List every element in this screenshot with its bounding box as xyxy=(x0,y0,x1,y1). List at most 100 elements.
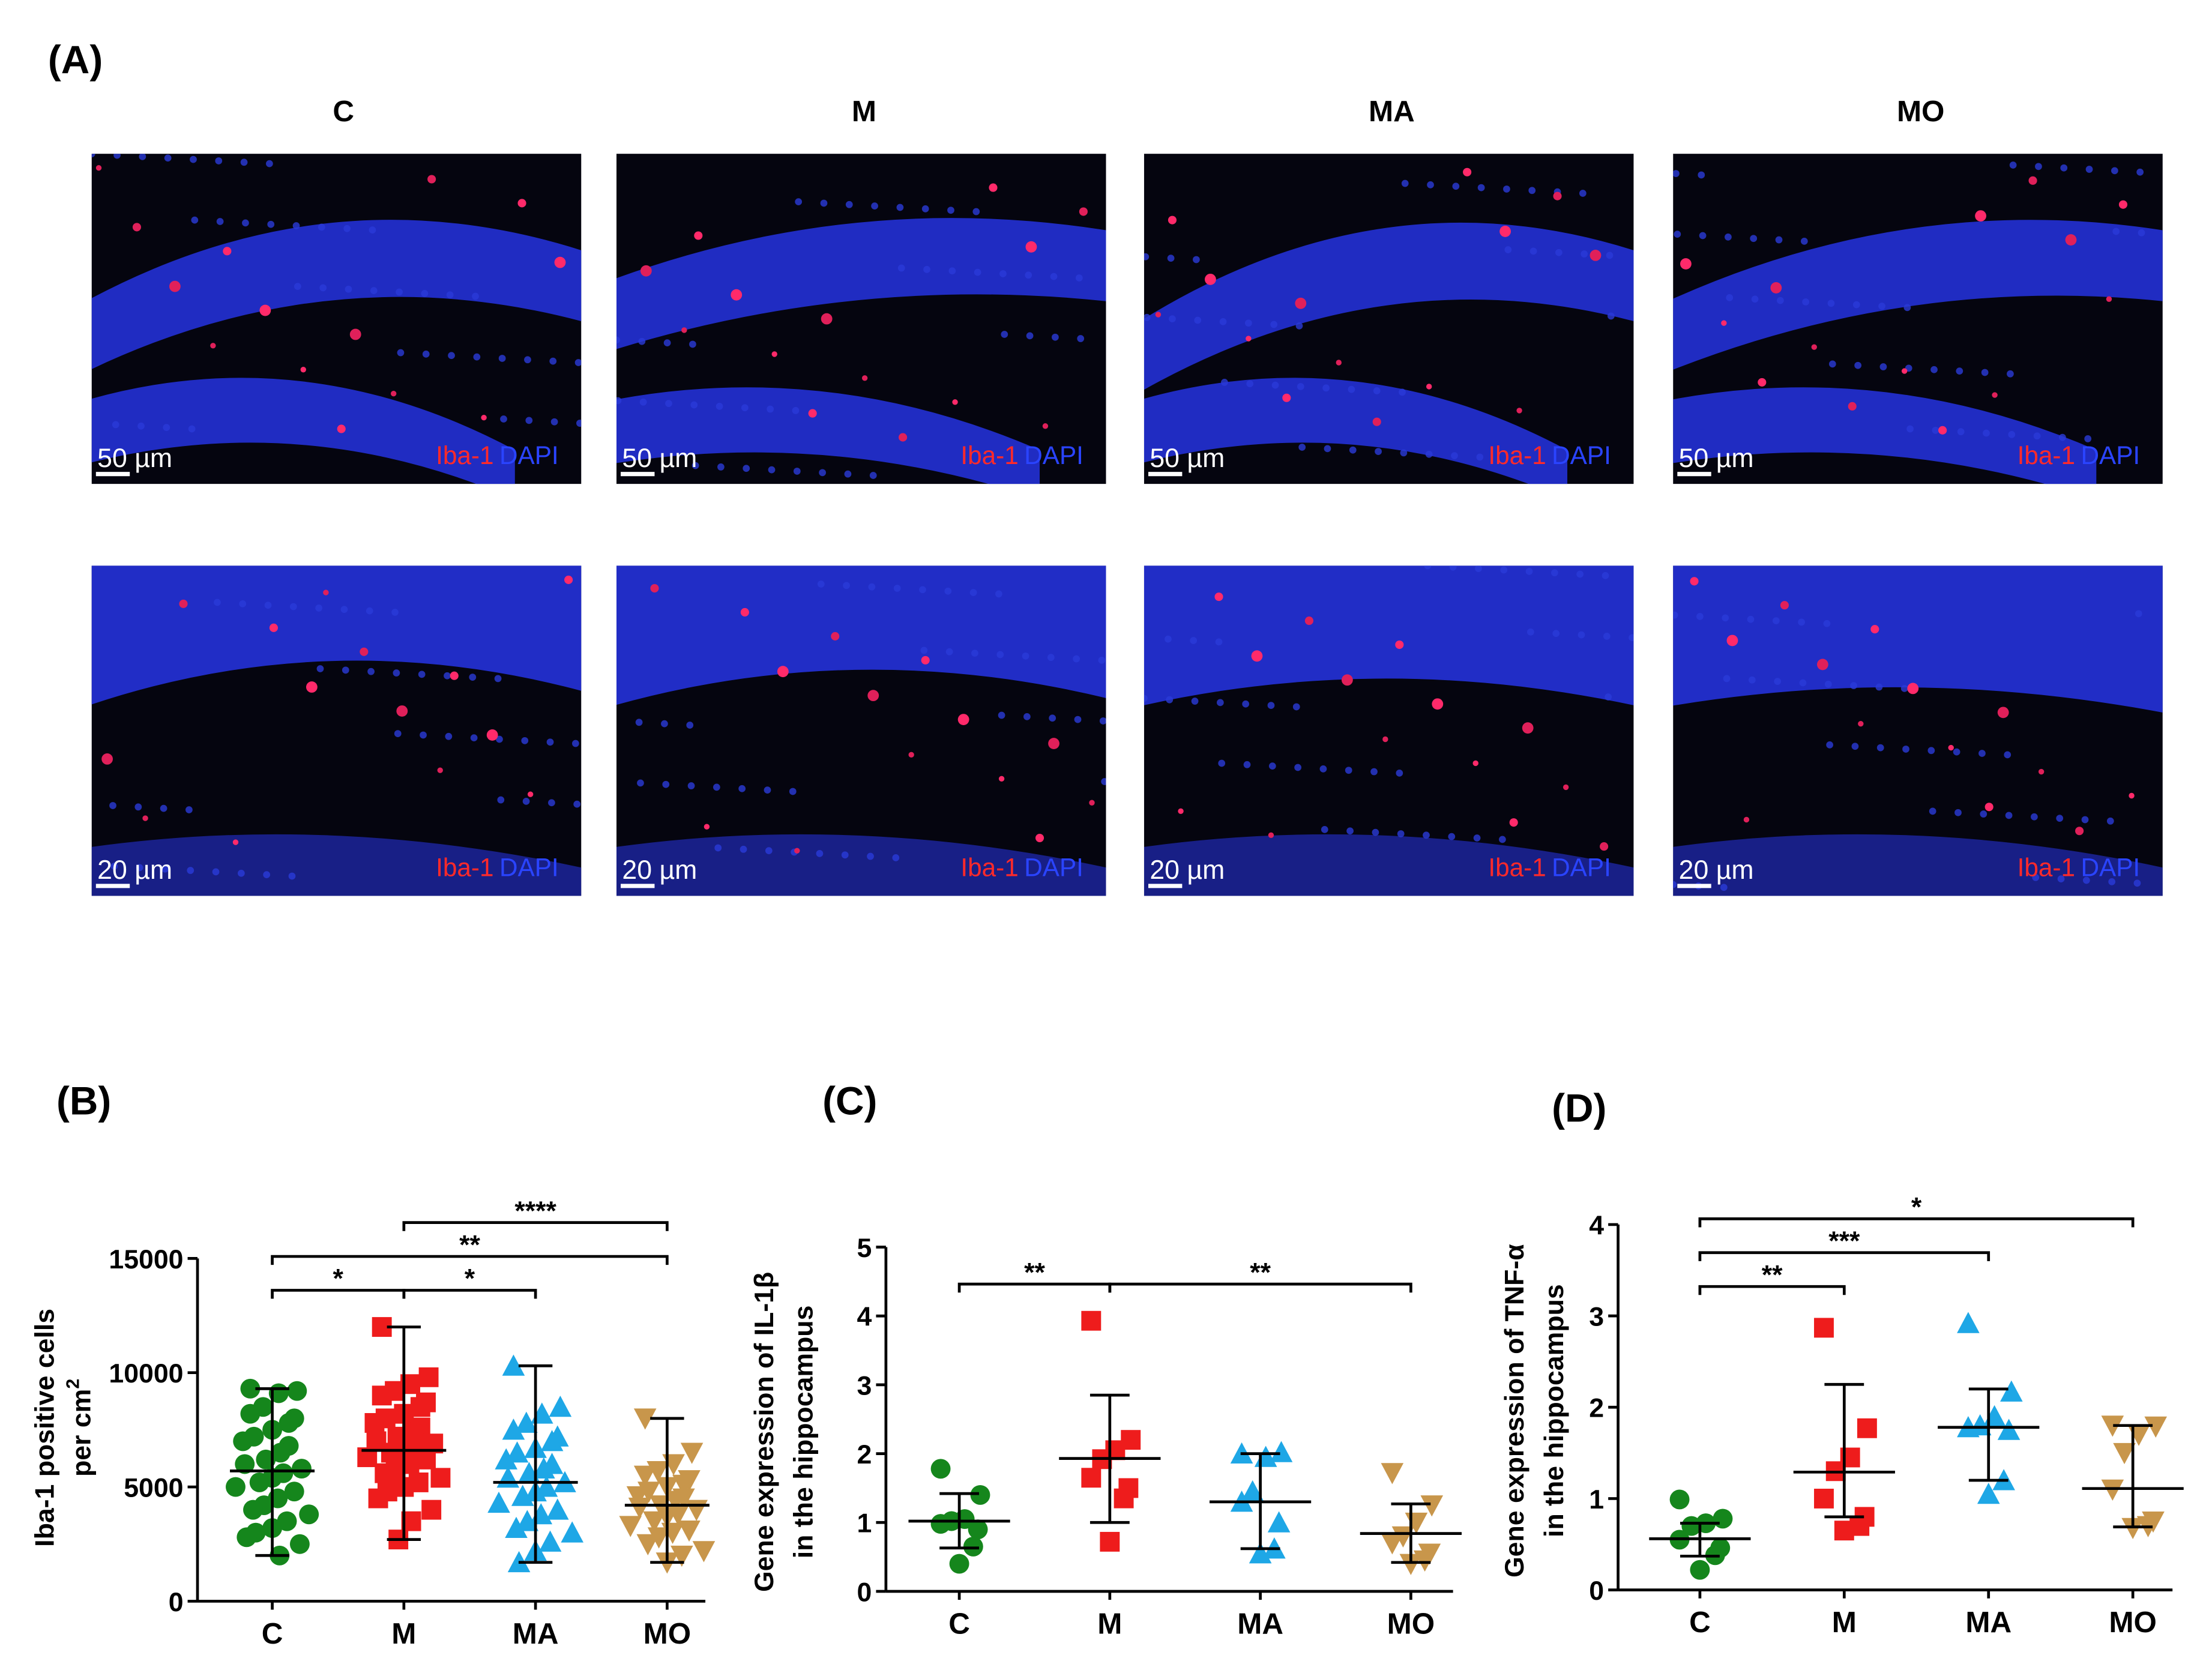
nucleus xyxy=(1025,271,1032,279)
data-point xyxy=(233,1431,253,1451)
data-point xyxy=(1681,1516,1702,1536)
data-point xyxy=(235,1454,255,1474)
y-axis-label-sup: 2 xyxy=(63,1379,83,1389)
nucleus xyxy=(1324,445,1331,453)
nucleus xyxy=(2005,812,2013,819)
nucleus xyxy=(996,651,1004,659)
column-label: MO xyxy=(1897,95,1945,128)
data-point xyxy=(626,1486,649,1508)
nucleus xyxy=(1166,696,1174,704)
microglia xyxy=(1770,282,1782,294)
nucleus xyxy=(1800,238,1808,245)
data-point xyxy=(1997,1418,2021,1440)
y-axis-label-text: in the hippocampus xyxy=(1540,1284,1569,1537)
data-point xyxy=(1114,1488,1134,1509)
nucleus xyxy=(1552,630,1560,638)
nucleus xyxy=(525,417,533,424)
nucleus xyxy=(190,155,197,163)
microglia xyxy=(640,265,652,277)
nucleus xyxy=(1720,884,1728,891)
microglia xyxy=(1938,426,1947,435)
nucleus xyxy=(1424,565,1432,570)
microglia xyxy=(269,623,278,632)
nucleus xyxy=(765,847,773,855)
microglia xyxy=(1282,393,1291,402)
microglia xyxy=(1680,258,1692,270)
nucleus xyxy=(892,854,900,861)
data-point xyxy=(970,1485,990,1505)
nucleus xyxy=(369,226,376,234)
nucleus xyxy=(867,852,874,860)
nucleus xyxy=(1875,683,1883,691)
data-point xyxy=(287,1381,307,1401)
microglia xyxy=(740,607,749,617)
microglia xyxy=(450,671,459,680)
nucleus xyxy=(2059,433,2066,441)
nucleus xyxy=(820,199,828,207)
nucleus xyxy=(764,786,771,794)
nucleus xyxy=(738,785,746,792)
microglia xyxy=(989,183,998,192)
nucleus xyxy=(2057,875,2065,883)
image-content xyxy=(91,565,582,896)
nucleus xyxy=(1246,380,1254,388)
nucleus xyxy=(1167,255,1175,262)
nucleus xyxy=(1193,256,1200,264)
panel-label: (A) xyxy=(48,37,103,82)
y-axis-label-text: per cm xyxy=(67,1389,96,1477)
nucleus xyxy=(1476,453,1484,461)
nucleus xyxy=(136,864,143,872)
nucleus xyxy=(1775,236,1783,244)
image-content xyxy=(1673,565,2163,896)
nucleus xyxy=(1399,388,1406,396)
nucleus xyxy=(1169,315,1176,323)
nucleus xyxy=(1579,190,1587,197)
nucleus xyxy=(716,402,723,410)
nucleus xyxy=(2004,751,2012,759)
nucleus xyxy=(1400,449,1408,457)
nucleus xyxy=(1605,693,1612,701)
nucleus xyxy=(345,285,352,293)
nucleus xyxy=(418,671,426,678)
cell-layer xyxy=(1673,565,2163,713)
microglia xyxy=(1499,226,1511,237)
microglia xyxy=(1341,674,1353,686)
microglia xyxy=(1992,392,1998,398)
nucleus xyxy=(497,796,505,804)
significance-bracket xyxy=(402,1289,537,1299)
nucleus xyxy=(1500,566,1508,574)
stain-blue: DAPI xyxy=(2081,441,2140,469)
x-tick-label: M xyxy=(391,1617,416,1650)
microglia xyxy=(1214,592,1223,601)
y-tick-label: 0 xyxy=(169,1588,184,1617)
significance-bracket xyxy=(1698,1217,2135,1228)
nucleus xyxy=(945,648,953,656)
microglia xyxy=(1811,344,1817,350)
scale-label: 20 µm xyxy=(97,855,172,885)
data-point xyxy=(505,1516,528,1539)
nucleus xyxy=(1776,297,1784,304)
stain-blue: DAPI xyxy=(1552,441,1611,469)
nucleus xyxy=(216,218,224,225)
nucleus xyxy=(690,401,698,409)
data-point xyxy=(1814,1488,1834,1509)
data-point xyxy=(930,1514,951,1534)
microglia xyxy=(998,776,1005,782)
nucleus xyxy=(637,779,644,787)
data-point xyxy=(540,1430,564,1451)
nucleus xyxy=(1503,185,1510,193)
nucleus xyxy=(1504,246,1512,253)
nucleus xyxy=(91,154,95,158)
nucleus xyxy=(665,400,672,408)
nucleus xyxy=(1373,387,1381,394)
nucleus xyxy=(2133,879,2141,887)
microglia xyxy=(1168,216,1177,225)
significance-label: ** xyxy=(1762,1260,1783,1289)
nucleus xyxy=(1953,748,1960,756)
nucleus xyxy=(2106,817,2114,825)
nucleus xyxy=(1980,810,1987,818)
nucleus xyxy=(789,788,797,795)
cell-layer xyxy=(1144,222,1634,390)
nucleus xyxy=(316,665,324,672)
nucleus xyxy=(1906,425,1914,433)
